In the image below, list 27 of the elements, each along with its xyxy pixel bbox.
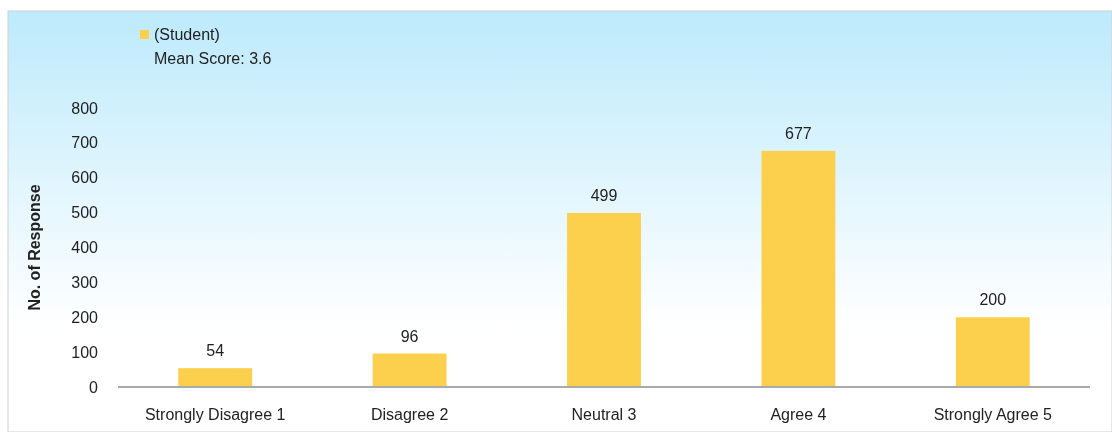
y-tick-label: 100 (71, 343, 99, 361)
x-tick-label: Agree 4 (770, 406, 827, 423)
y-tick-label: 800 (71, 99, 99, 117)
x-tick-label: Strongly Disagree 1 (144, 406, 286, 423)
text: Mean Score: 3.6 (154, 50, 272, 67)
bar (761, 150, 836, 387)
data-label: 499 (590, 186, 618, 204)
bar (955, 317, 1030, 387)
data-label: 54 (206, 342, 225, 360)
bar (372, 353, 447, 387)
y-tick-label: 200 (71, 308, 99, 326)
bar (178, 368, 253, 387)
x-tick-label: Strongly Agree 5 (933, 406, 1053, 423)
data-label: 677 (785, 124, 812, 142)
legend-label: (Student) (154, 26, 220, 43)
data-label: 96 (400, 327, 419, 345)
data-label: 200 (979, 291, 1007, 309)
bar (567, 212, 641, 387)
x-tick-label: Disagree 2 (370, 406, 449, 423)
y-tick-label: 600 (71, 169, 99, 187)
x-tick-label: Neutral 3 (571, 406, 637, 423)
y-axis-title: No. of Response (26, 184, 43, 311)
y-tick-label: 400 (71, 239, 99, 257)
y-tick-label: 500 (71, 204, 99, 222)
y-tick-label: 300 (71, 273, 99, 291)
y-tick-label: 700 (71, 134, 99, 152)
y-tick-label: 0 (89, 378, 99, 396)
